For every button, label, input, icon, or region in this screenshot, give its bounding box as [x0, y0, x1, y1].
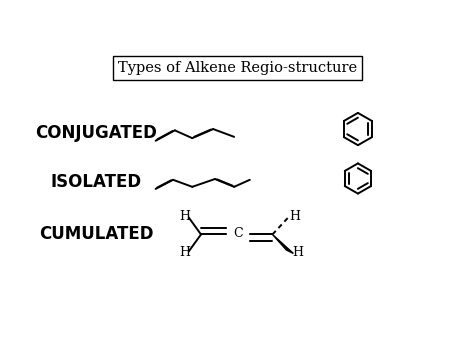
Text: H: H [179, 246, 190, 259]
Text: C: C [233, 227, 243, 240]
Text: CONJUGATED: CONJUGATED [36, 124, 158, 142]
Polygon shape [273, 235, 293, 254]
Text: H: H [292, 246, 303, 259]
Text: ISOLATED: ISOLATED [51, 173, 142, 191]
Text: H: H [289, 210, 300, 223]
Text: Types of Alkene Regio-structure: Types of Alkene Regio-structure [118, 61, 357, 75]
Text: H: H [179, 210, 190, 223]
Text: CUMULATED: CUMULATED [39, 225, 153, 243]
